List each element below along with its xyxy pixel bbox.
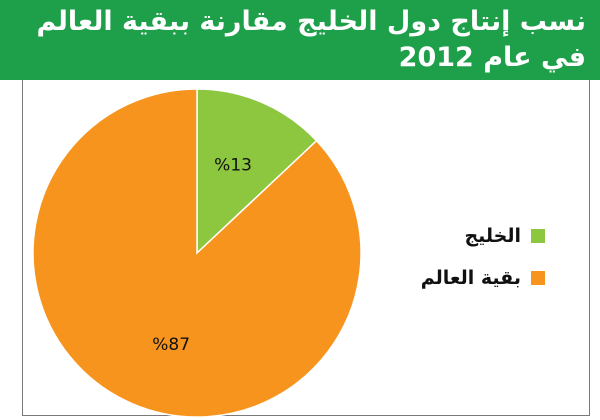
chart-title-line1: نسب إنتاج دول الخليج مقارنة ببقية العالم bbox=[36, 6, 586, 37]
data-label-rest-of-world: %87 bbox=[152, 335, 190, 355]
legend-item-gulf: الخليج bbox=[395, 215, 545, 257]
legend-item-rest-of-world: بقية العالم bbox=[395, 257, 545, 299]
legend-swatch-gulf bbox=[531, 229, 545, 243]
legend-label-gulf: الخليج bbox=[464, 225, 521, 247]
pie-slice-gulf bbox=[196, 88, 318, 255]
chart-header: نسب إنتاج دول الخليج مقارنة ببقية العالم… bbox=[0, 0, 600, 80]
legend-label-rest-of-world: بقية العالم bbox=[420, 267, 521, 289]
pie-slice-rest-of-world bbox=[32, 88, 362, 418]
chart-title-line2: في عام 2012 bbox=[398, 42, 586, 73]
legend-swatch-rest-of-world bbox=[531, 271, 545, 285]
data-label-gulf: %13 bbox=[214, 156, 252, 176]
legend: الخليج بقية العالم bbox=[395, 215, 545, 299]
